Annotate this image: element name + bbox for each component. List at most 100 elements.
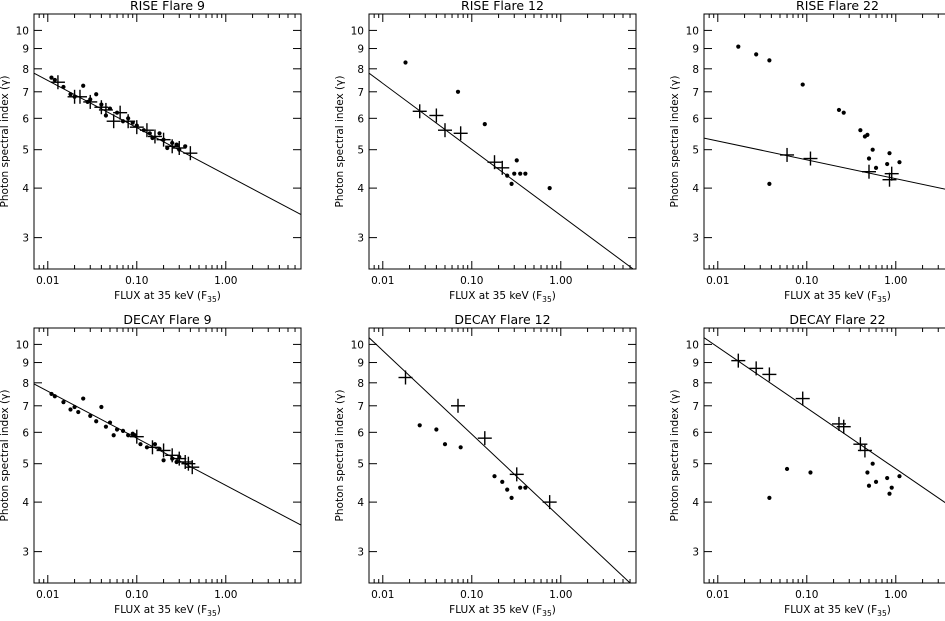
y-axis-label: Photon spectral index (γ) (0, 390, 11, 522)
data-point-dot (126, 433, 131, 438)
x-axis-label-subscript: 35 (542, 295, 552, 304)
data-point-dot (174, 142, 179, 147)
y-tick-label: 3 (357, 547, 364, 559)
data-point-dot (500, 479, 505, 484)
fit-line (704, 337, 945, 504)
data-point-cross (477, 431, 492, 446)
y-tick-label: 10 (686, 25, 699, 37)
data-point-dot (107, 420, 113, 425)
x-axis-label-end: ) (887, 604, 891, 616)
y-tick-label: 4 (22, 183, 29, 195)
y-tick-label: 3 (692, 547, 699, 559)
chart-title: RISE Flare 22 (796, 0, 879, 13)
plot-frame (368, 13, 637, 270)
data-point-dot (885, 475, 890, 481)
data-point-dot (88, 413, 93, 419)
x-axis-label-main: FLUX at 35 keV (F (114, 604, 207, 616)
data-point-dot (866, 156, 872, 161)
y-tick-label: 9 (22, 358, 29, 370)
y-tick-label: 5 (22, 145, 29, 157)
chart-panel: DECAY Flare 12 0.01 0.10 1.00 3 4 5 6 7 8 9 10 FLUX … (334, 312, 637, 618)
y-tick-label: 3 (692, 233, 699, 245)
data-point-dot (866, 483, 872, 488)
x-axis-label: FLUX at 35 keV (F35) (114, 604, 221, 618)
y-axis-label: Photon spectral index (γ) (334, 390, 346, 522)
data-point-cross (429, 108, 444, 123)
data-point-dot (841, 110, 846, 115)
data-point-dot (509, 181, 514, 186)
data-point-dot (170, 456, 175, 461)
data-point-cross (487, 155, 502, 170)
chart-title: DECAY Flare 9 (123, 312, 211, 327)
x-axis-label-end: ) (552, 290, 556, 302)
x-tick-label: 0.01 (371, 589, 394, 601)
data-point-dot (505, 487, 510, 492)
data-point-dot (897, 474, 902, 479)
plot-frame (33, 327, 302, 584)
data-point-dot (767, 495, 772, 500)
data-point-dot (144, 445, 150, 450)
y-tick-label: 5 (22, 459, 29, 471)
data-point-dot (767, 181, 772, 186)
data-point-dot (94, 92, 99, 97)
y-tick-label: 7 (357, 87, 364, 99)
y-tick-label: 7 (22, 87, 29, 99)
data-point-dot (865, 132, 870, 137)
y-tick-label: 8 (357, 378, 364, 390)
data-point-dot (512, 171, 517, 176)
x-tick-label: 0.10 (460, 275, 483, 287)
data-point-cross (129, 429, 144, 444)
data-point-dot (865, 470, 870, 475)
data-point-dot (482, 122, 487, 127)
y-axis-label: Photon spectral index (γ) (669, 390, 681, 522)
data-point-cross (453, 126, 468, 141)
data-point-dot (165, 145, 170, 151)
data-point-cross (183, 146, 198, 161)
data-point-dot (736, 44, 741, 49)
x-tick-label: 0.01 (36, 589, 59, 601)
data-point-dot (897, 160, 902, 165)
x-axis-label-main: FLUX at 35 keV (F (784, 604, 877, 616)
data-point-dot (130, 120, 135, 125)
y-tick-label: 4 (692, 183, 699, 195)
data-point-dot (161, 458, 166, 463)
plot-frame (368, 327, 637, 584)
data-point-cross (50, 75, 65, 90)
x-axis-label: FLUX at 35 keV (F35) (449, 290, 556, 304)
data-point-dot (873, 479, 879, 484)
fit-line (34, 383, 301, 526)
data-point-cross (495, 160, 510, 175)
fit-line (369, 72, 634, 269)
chart-panel: DECAY Flare 22 0.01 0.10 1.00 3 4 5 6 7 8 9 10 FLUX … (669, 312, 945, 618)
data-point-dot (49, 75, 54, 80)
y-axis-label: Photon spectral index (γ) (334, 76, 346, 208)
data-point-dot (523, 485, 528, 490)
data-point-dot (885, 161, 890, 167)
y-tick-label: 4 (357, 497, 364, 509)
chart-panel: RISE Flare 22 0.01 0.10 1.00 3 4 5 6 7 8 9 10 FLUX a… (669, 0, 945, 304)
y-tick-label: 4 (22, 497, 29, 509)
data-point-dot (858, 128, 863, 133)
data-point-dot (61, 400, 66, 405)
y-tick-label: 6 (22, 113, 29, 125)
data-point-cross (178, 454, 193, 469)
y-tick-label: 7 (692, 87, 699, 99)
data-point-dot (183, 144, 188, 149)
data-point-cross (884, 166, 899, 181)
y-tick-label: 4 (357, 183, 364, 195)
y-tick-label: 10 (16, 25, 29, 37)
data-point-dot (99, 404, 104, 410)
x-tick-label: 0.10 (795, 275, 818, 287)
x-axis-label-subscript: 35 (877, 609, 887, 618)
data-point-dot (161, 137, 166, 142)
data-point-dot (103, 113, 109, 118)
data-point-dot (177, 454, 182, 460)
x-tick-label: 1.00 (884, 275, 907, 287)
fit-line (704, 137, 945, 190)
x-axis-label-end: ) (217, 604, 221, 616)
x-axis-label-subscript: 35 (542, 609, 552, 618)
x-axis-label-end: ) (217, 290, 221, 302)
data-point-dot (49, 391, 54, 397)
y-tick-label: 6 (357, 427, 364, 439)
